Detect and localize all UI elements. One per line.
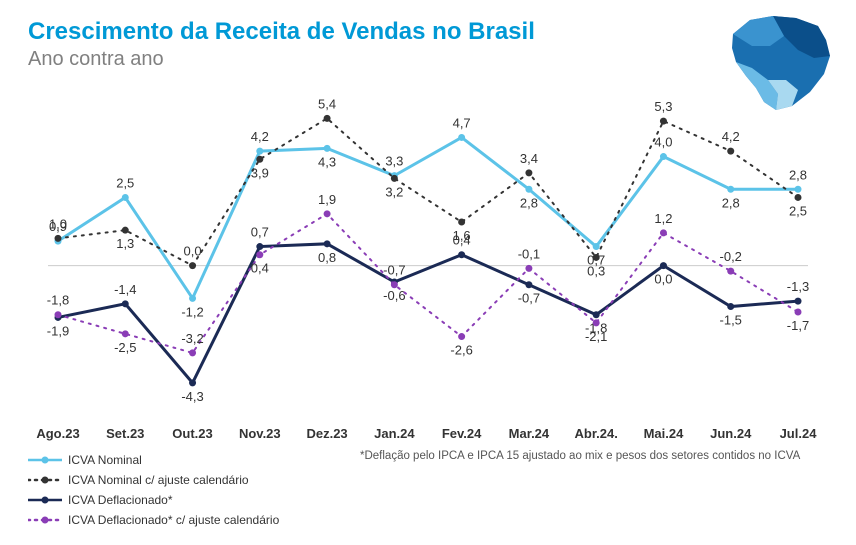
x-axis-label: Out.23 <box>172 426 212 441</box>
svg-text:4,7: 4,7 <box>453 115 471 130</box>
svg-text:0,8: 0,8 <box>318 250 336 265</box>
chart-page: { "title": "Crescimento da Receita de Ve… <box>0 0 856 545</box>
x-axis-label: Set.23 <box>106 426 144 441</box>
svg-text:-2,5: -2,5 <box>114 340 136 355</box>
svg-text:0,0: 0,0 <box>184 244 202 259</box>
svg-text:-3,2: -3,2 <box>181 331 203 346</box>
svg-text:0,7: 0,7 <box>251 225 269 240</box>
svg-text:2,5: 2,5 <box>116 175 134 190</box>
svg-text:1,3: 1,3 <box>116 236 134 251</box>
x-axis-label: Dez.23 <box>306 426 347 441</box>
svg-text:2,5: 2,5 <box>789 203 807 218</box>
svg-text:-0,7: -0,7 <box>518 291 540 306</box>
svg-text:-1,2: -1,2 <box>181 304 203 319</box>
legend-label: ICVA Deflacionado* <box>68 493 173 507</box>
svg-text:4,0: 4,0 <box>654 135 672 150</box>
x-axis-label: Mar.24 <box>509 426 549 441</box>
svg-text:-1,9: -1,9 <box>47 323 69 338</box>
svg-text:3,4: 3,4 <box>520 151 538 166</box>
svg-text:3,2: 3,2 <box>385 184 403 199</box>
svg-text:-0,2: -0,2 <box>720 249 742 264</box>
svg-text:-1,4: -1,4 <box>114 282 136 297</box>
svg-text:4,2: 4,2 <box>251 129 269 144</box>
svg-text:-0,7: -0,7 <box>383 263 405 278</box>
svg-text:4,3: 4,3 <box>318 154 336 169</box>
x-axis-label: Jun.24 <box>710 426 751 441</box>
legend: ICVA Nominal ICVA Nominal c/ ajuste calen… <box>28 450 828 530</box>
chart-subtitle: Ano contra ano <box>28 48 164 71</box>
svg-text:5,4: 5,4 <box>318 96 336 111</box>
svg-text:-1,3: -1,3 <box>787 279 809 294</box>
svg-text:-0,1: -0,1 <box>518 246 540 261</box>
legend-label: ICVA Nominal <box>68 453 142 467</box>
svg-text:-2,1: -2,1 <box>585 329 607 344</box>
legend-label: ICVA Nominal c/ ajuste calendário <box>68 473 249 487</box>
x-axis-label: Jul.24 <box>780 426 817 441</box>
legend-item: ICVA Deflacionado* c/ ajuste calendário <box>28 510 828 530</box>
svg-text:2,8: 2,8 <box>520 195 538 210</box>
x-axis-label: Abr.24. <box>574 426 617 441</box>
chart-title: Crescimento da Receita de Vendas no Bras… <box>28 18 535 46</box>
svg-text:3,3: 3,3 <box>385 154 403 169</box>
svg-text:-1,8: -1,8 <box>47 293 69 308</box>
svg-text:1,2: 1,2 <box>654 211 672 226</box>
svg-text:0,4: 0,4 <box>453 233 471 248</box>
line-chart: 0,92,5-1,24,24,33,34,72,80,74,02,82,81,0… <box>28 92 828 412</box>
svg-text:1,9: 1,9 <box>318 192 336 207</box>
chart-svg: 0,92,5-1,24,24,33,34,72,80,74,02,82,81,0… <box>28 92 828 412</box>
svg-text:-4,3: -4,3 <box>181 389 203 404</box>
svg-text:0,4: 0,4 <box>251 261 269 276</box>
svg-text:-1,5: -1,5 <box>720 313 742 328</box>
svg-text:-1,7: -1,7 <box>787 318 809 333</box>
svg-text:3,9: 3,9 <box>251 165 269 180</box>
legend-item: ICVA Nominal c/ ajuste calendário <box>28 470 828 490</box>
svg-text:2,8: 2,8 <box>722 195 740 210</box>
x-axis-label: Mai.24 <box>644 426 684 441</box>
svg-text:2,8: 2,8 <box>789 167 807 182</box>
legend-item: ICVA Deflacionado* <box>28 490 828 510</box>
svg-text:-0,6: -0,6 <box>383 288 405 303</box>
svg-text:-2,6: -2,6 <box>450 343 472 358</box>
x-axis-label: Jan.24 <box>374 426 414 441</box>
svg-text:4,2: 4,2 <box>722 129 740 144</box>
x-axis-label: Fev.24 <box>442 426 482 441</box>
svg-text:1,0: 1,0 <box>49 216 67 231</box>
x-axis-label: Nov.23 <box>239 426 281 441</box>
x-axis-label: Ago.23 <box>36 426 79 441</box>
svg-text:5,3: 5,3 <box>654 99 672 114</box>
legend-label: ICVA Deflacionado* c/ ajuste calendário <box>68 513 279 527</box>
svg-text:0,0: 0,0 <box>654 272 672 287</box>
footnote: *Deflação pelo IPCA e IPCA 15 ajustado a… <box>360 450 830 462</box>
svg-text:0,3: 0,3 <box>587 263 605 278</box>
